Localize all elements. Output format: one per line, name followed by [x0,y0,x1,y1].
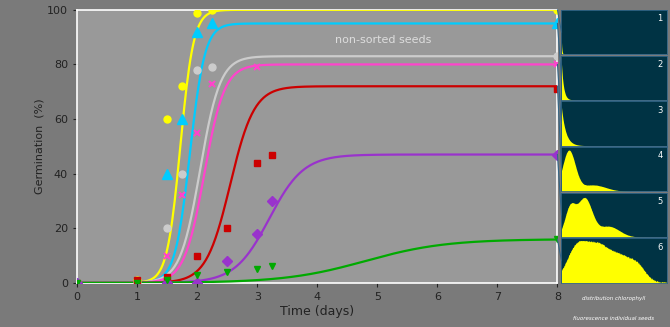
Text: fluorescence individual seeds: fluorescence individual seeds [574,316,655,320]
Text: 1: 1 [657,14,663,23]
Text: 2: 2 [657,60,663,69]
Y-axis label: Germination  (%): Germination (%) [34,98,44,194]
Text: 6: 6 [657,243,663,252]
Text: 4: 4 [657,151,663,161]
Text: 3: 3 [657,106,663,115]
Text: distribution chlorophyll: distribution chlorophyll [582,296,646,301]
Text: 5: 5 [657,197,663,206]
X-axis label: Time (days): Time (days) [280,305,354,318]
Text: non-sorted seeds: non-sorted seeds [335,35,431,44]
